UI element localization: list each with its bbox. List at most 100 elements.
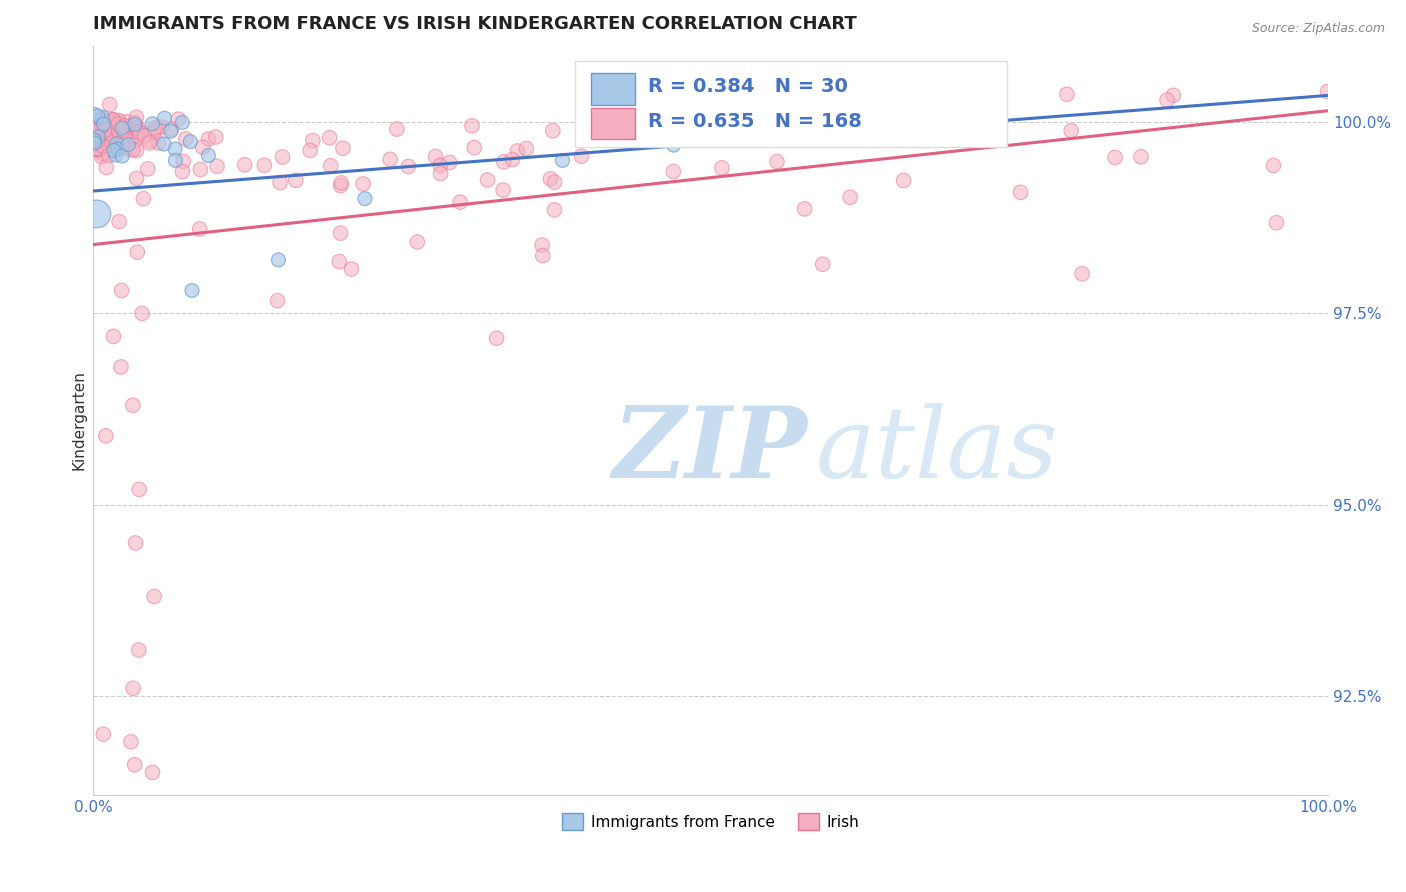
Point — [91, 139, 114, 153]
Point — [104, 148, 127, 162]
Point — [766, 154, 789, 169]
Point — [101, 112, 124, 127]
Point — [107, 113, 129, 128]
Point — [87, 129, 110, 144]
Point — [122, 681, 145, 696]
Point — [90, 150, 112, 164]
Point — [1056, 87, 1078, 102]
Point — [124, 757, 146, 772]
Point — [506, 144, 529, 158]
Point — [159, 124, 181, 138]
Point — [141, 765, 163, 780]
Point — [181, 284, 204, 298]
Point — [319, 159, 342, 173]
Point — [153, 136, 176, 151]
Point — [662, 138, 685, 153]
Point — [86, 126, 108, 140]
Point — [204, 130, 226, 145]
Point — [165, 142, 187, 156]
Point — [91, 727, 114, 741]
Point — [1071, 267, 1094, 281]
Point — [124, 128, 146, 143]
Point — [115, 115, 138, 129]
Point — [1060, 124, 1083, 138]
Point — [93, 117, 115, 131]
Point — [492, 183, 515, 197]
Point — [124, 117, 146, 131]
Point — [122, 143, 145, 157]
Point — [174, 132, 197, 146]
Point — [329, 226, 352, 240]
Point — [329, 178, 352, 193]
Point — [129, 126, 152, 140]
Point — [531, 249, 554, 263]
Point — [90, 112, 112, 126]
Point — [125, 171, 148, 186]
Point — [148, 136, 170, 150]
Point — [125, 144, 148, 158]
Point — [271, 150, 294, 164]
Point — [127, 121, 149, 136]
Point — [131, 306, 153, 320]
Point — [91, 119, 114, 133]
Point — [89, 139, 111, 153]
Point — [86, 119, 108, 133]
Point — [1265, 216, 1288, 230]
Point — [86, 136, 108, 151]
Point — [461, 119, 484, 133]
Point — [143, 590, 166, 604]
Point — [87, 142, 110, 156]
Point — [148, 120, 170, 134]
Point — [197, 148, 219, 162]
Point — [330, 176, 353, 190]
Point — [172, 115, 194, 129]
Point — [352, 177, 374, 191]
Point — [111, 121, 134, 136]
Point — [1316, 85, 1339, 99]
Point — [811, 257, 834, 271]
Point — [103, 329, 125, 343]
Point — [172, 164, 194, 178]
FancyBboxPatch shape — [591, 108, 636, 139]
FancyBboxPatch shape — [591, 73, 636, 105]
Point — [84, 142, 107, 156]
Point — [406, 235, 429, 249]
Point — [96, 122, 118, 136]
Point — [143, 120, 166, 135]
Point — [179, 135, 201, 149]
Point — [835, 124, 858, 138]
Point — [143, 125, 166, 139]
Point — [83, 124, 105, 138]
Point — [108, 214, 131, 228]
Point — [299, 144, 322, 158]
Point — [83, 107, 105, 121]
Point — [94, 429, 117, 443]
Point — [83, 130, 105, 145]
Point — [492, 154, 515, 169]
Point — [94, 137, 117, 152]
Point — [332, 141, 354, 155]
Point — [87, 122, 110, 136]
Point — [543, 202, 565, 217]
Text: R = 0.635   N = 168: R = 0.635 N = 168 — [648, 112, 862, 131]
Point — [97, 114, 120, 128]
Point — [354, 192, 377, 206]
Point — [425, 149, 447, 163]
Point — [1104, 150, 1126, 164]
Point — [83, 128, 105, 142]
Point — [103, 133, 125, 147]
Point — [328, 254, 350, 268]
Point — [122, 135, 145, 149]
Point — [543, 175, 565, 189]
Point — [1010, 186, 1032, 200]
Point — [197, 132, 219, 146]
Point — [111, 149, 134, 163]
Point — [153, 112, 176, 126]
Point — [190, 162, 212, 177]
Legend: Immigrants from France, Irish: Immigrants from France, Irish — [555, 806, 866, 837]
Point — [111, 138, 134, 153]
Point — [112, 128, 135, 143]
Point — [114, 119, 136, 133]
Y-axis label: Kindergarten: Kindergarten — [72, 370, 86, 470]
Point — [571, 149, 593, 163]
